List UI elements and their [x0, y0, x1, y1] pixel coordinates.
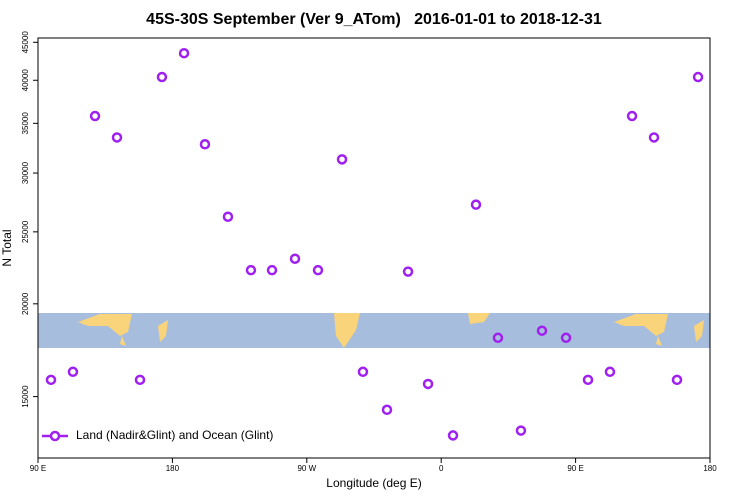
x-tick-label: 180	[166, 464, 180, 473]
plot-frame	[37, 37, 711, 459]
map-land	[694, 320, 704, 342]
data-point	[626, 110, 638, 122]
x-axis-label: Longitude (deg E)	[326, 476, 421, 490]
legend-label: Land (Nadir&Glint) and Ocean (Glint)	[76, 428, 273, 442]
legend-marker	[49, 430, 61, 442]
data-point	[492, 332, 504, 344]
y-axis-label: N Total	[0, 229, 14, 266]
x-tick-label: 90 E	[30, 464, 46, 473]
y-tick-label: 40000	[21, 69, 30, 92]
data-point	[648, 132, 660, 143]
data-point	[67, 366, 79, 378]
y-tick-label: 20000	[21, 292, 30, 315]
data-point	[111, 132, 123, 143]
y-tick-label: 35000	[21, 112, 30, 135]
map-land	[334, 313, 360, 348]
map-land	[656, 336, 662, 346]
data-point	[89, 110, 101, 122]
data-point	[178, 47, 190, 59]
data-point	[402, 266, 414, 277]
data-point	[422, 378, 434, 390]
data-point	[222, 211, 234, 222]
data-point	[134, 374, 146, 386]
data-point	[156, 71, 168, 83]
map-land	[120, 336, 126, 346]
x-tick-label: 90 W	[297, 464, 316, 473]
map-strip	[38, 313, 710, 348]
chart-title: 45S-30S September (Ver 9_ATom) 2016-01-0…	[146, 11, 602, 28]
data-point	[671, 374, 683, 386]
x-tick-label: 180	[703, 464, 717, 473]
data-point	[357, 366, 369, 378]
data-point	[312, 264, 324, 276]
map-land	[78, 314, 132, 336]
data-point	[289, 253, 301, 264]
y-tick-label: 25000	[21, 220, 30, 243]
y-tick-label: 15000	[21, 385, 30, 408]
x-tick-label: 0	[439, 464, 444, 473]
data-point	[515, 425, 527, 436]
data-point	[582, 374, 594, 386]
map-land	[468, 313, 490, 324]
data-point	[199, 139, 211, 150]
data-point	[470, 199, 482, 210]
map-ocean	[38, 313, 710, 348]
data-point	[45, 374, 57, 386]
y-tick-label: 45000	[21, 31, 30, 54]
y-tick-label: 30000	[21, 161, 30, 184]
data-point	[381, 404, 393, 416]
data-point	[536, 325, 548, 336]
map-land	[158, 320, 168, 342]
data-point	[604, 366, 616, 378]
data-point	[560, 332, 572, 344]
map-land	[614, 314, 668, 336]
data-point	[692, 71, 704, 83]
x-tick-label: 90 E	[567, 464, 583, 473]
data-point	[336, 154, 348, 165]
data-point	[447, 430, 459, 441]
data-point	[245, 264, 257, 276]
data-point	[266, 264, 278, 276]
